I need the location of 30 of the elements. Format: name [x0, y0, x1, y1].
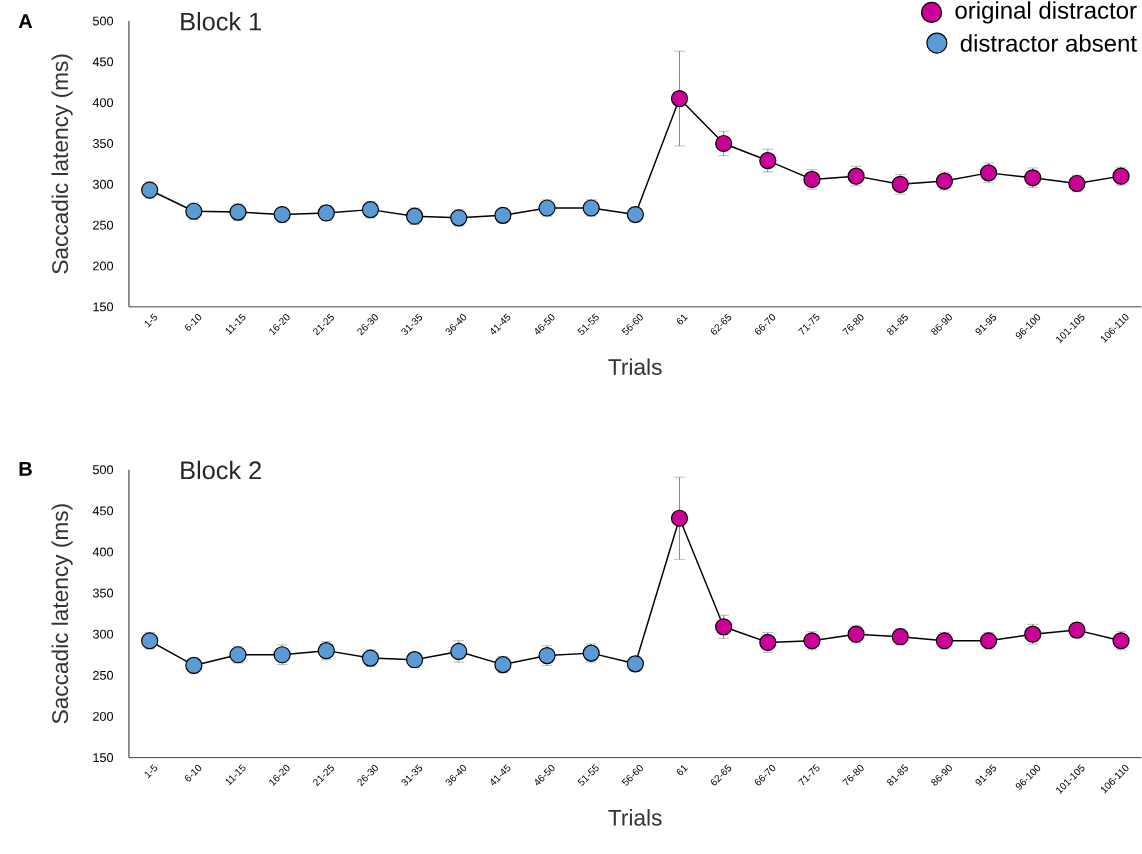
x-axis-title: Trials [608, 358, 662, 376]
chart-title: Block 2 [181, 460, 261, 480]
y-tick-label: 500 [92, 16, 114, 26]
y-tick-label: 200 [93, 261, 114, 271]
chart-title: Block 1 [181, 12, 261, 31]
x-tick-label: 1-5 [144, 764, 158, 779]
x-tick-label: 1-5 [144, 313, 158, 328]
legend-label: distractor absent [960, 34, 1137, 53]
y-tick-label: 500 [92, 465, 114, 475]
y-tick-label: 250 [93, 220, 114, 230]
y-tick-label: 400 [92, 98, 114, 108]
y-axis-title: Saccadic latency (ms) [51, 504, 73, 724]
y-tick-label: 250 [93, 671, 114, 681]
y-tick-label: 350 [92, 588, 114, 598]
y-tick-label: 400 [92, 547, 114, 557]
y-tick-label: 150 [93, 753, 114, 763]
x-tick-label: 61 [676, 765, 688, 776]
text: B [19, 462, 32, 476]
text: A [18, 14, 33, 29]
y-axis-title: Saccadic latency (ms) [51, 54, 73, 274]
y-tick-label: 450 [92, 57, 114, 67]
legend-label: original distractor [955, 1, 1137, 24]
y-tick-label: 150 [93, 302, 114, 312]
y-tick-label: 300 [92, 629, 114, 639]
y-tick-label: 450 [92, 506, 114, 516]
y-tick-label: 350 [92, 139, 114, 149]
y-tick-label: 200 [93, 712, 114, 722]
y-tick-label: 300 [92, 180, 114, 190]
x-axis-title: Trials [608, 809, 662, 827]
x-tick-label: 61 [676, 314, 688, 325]
